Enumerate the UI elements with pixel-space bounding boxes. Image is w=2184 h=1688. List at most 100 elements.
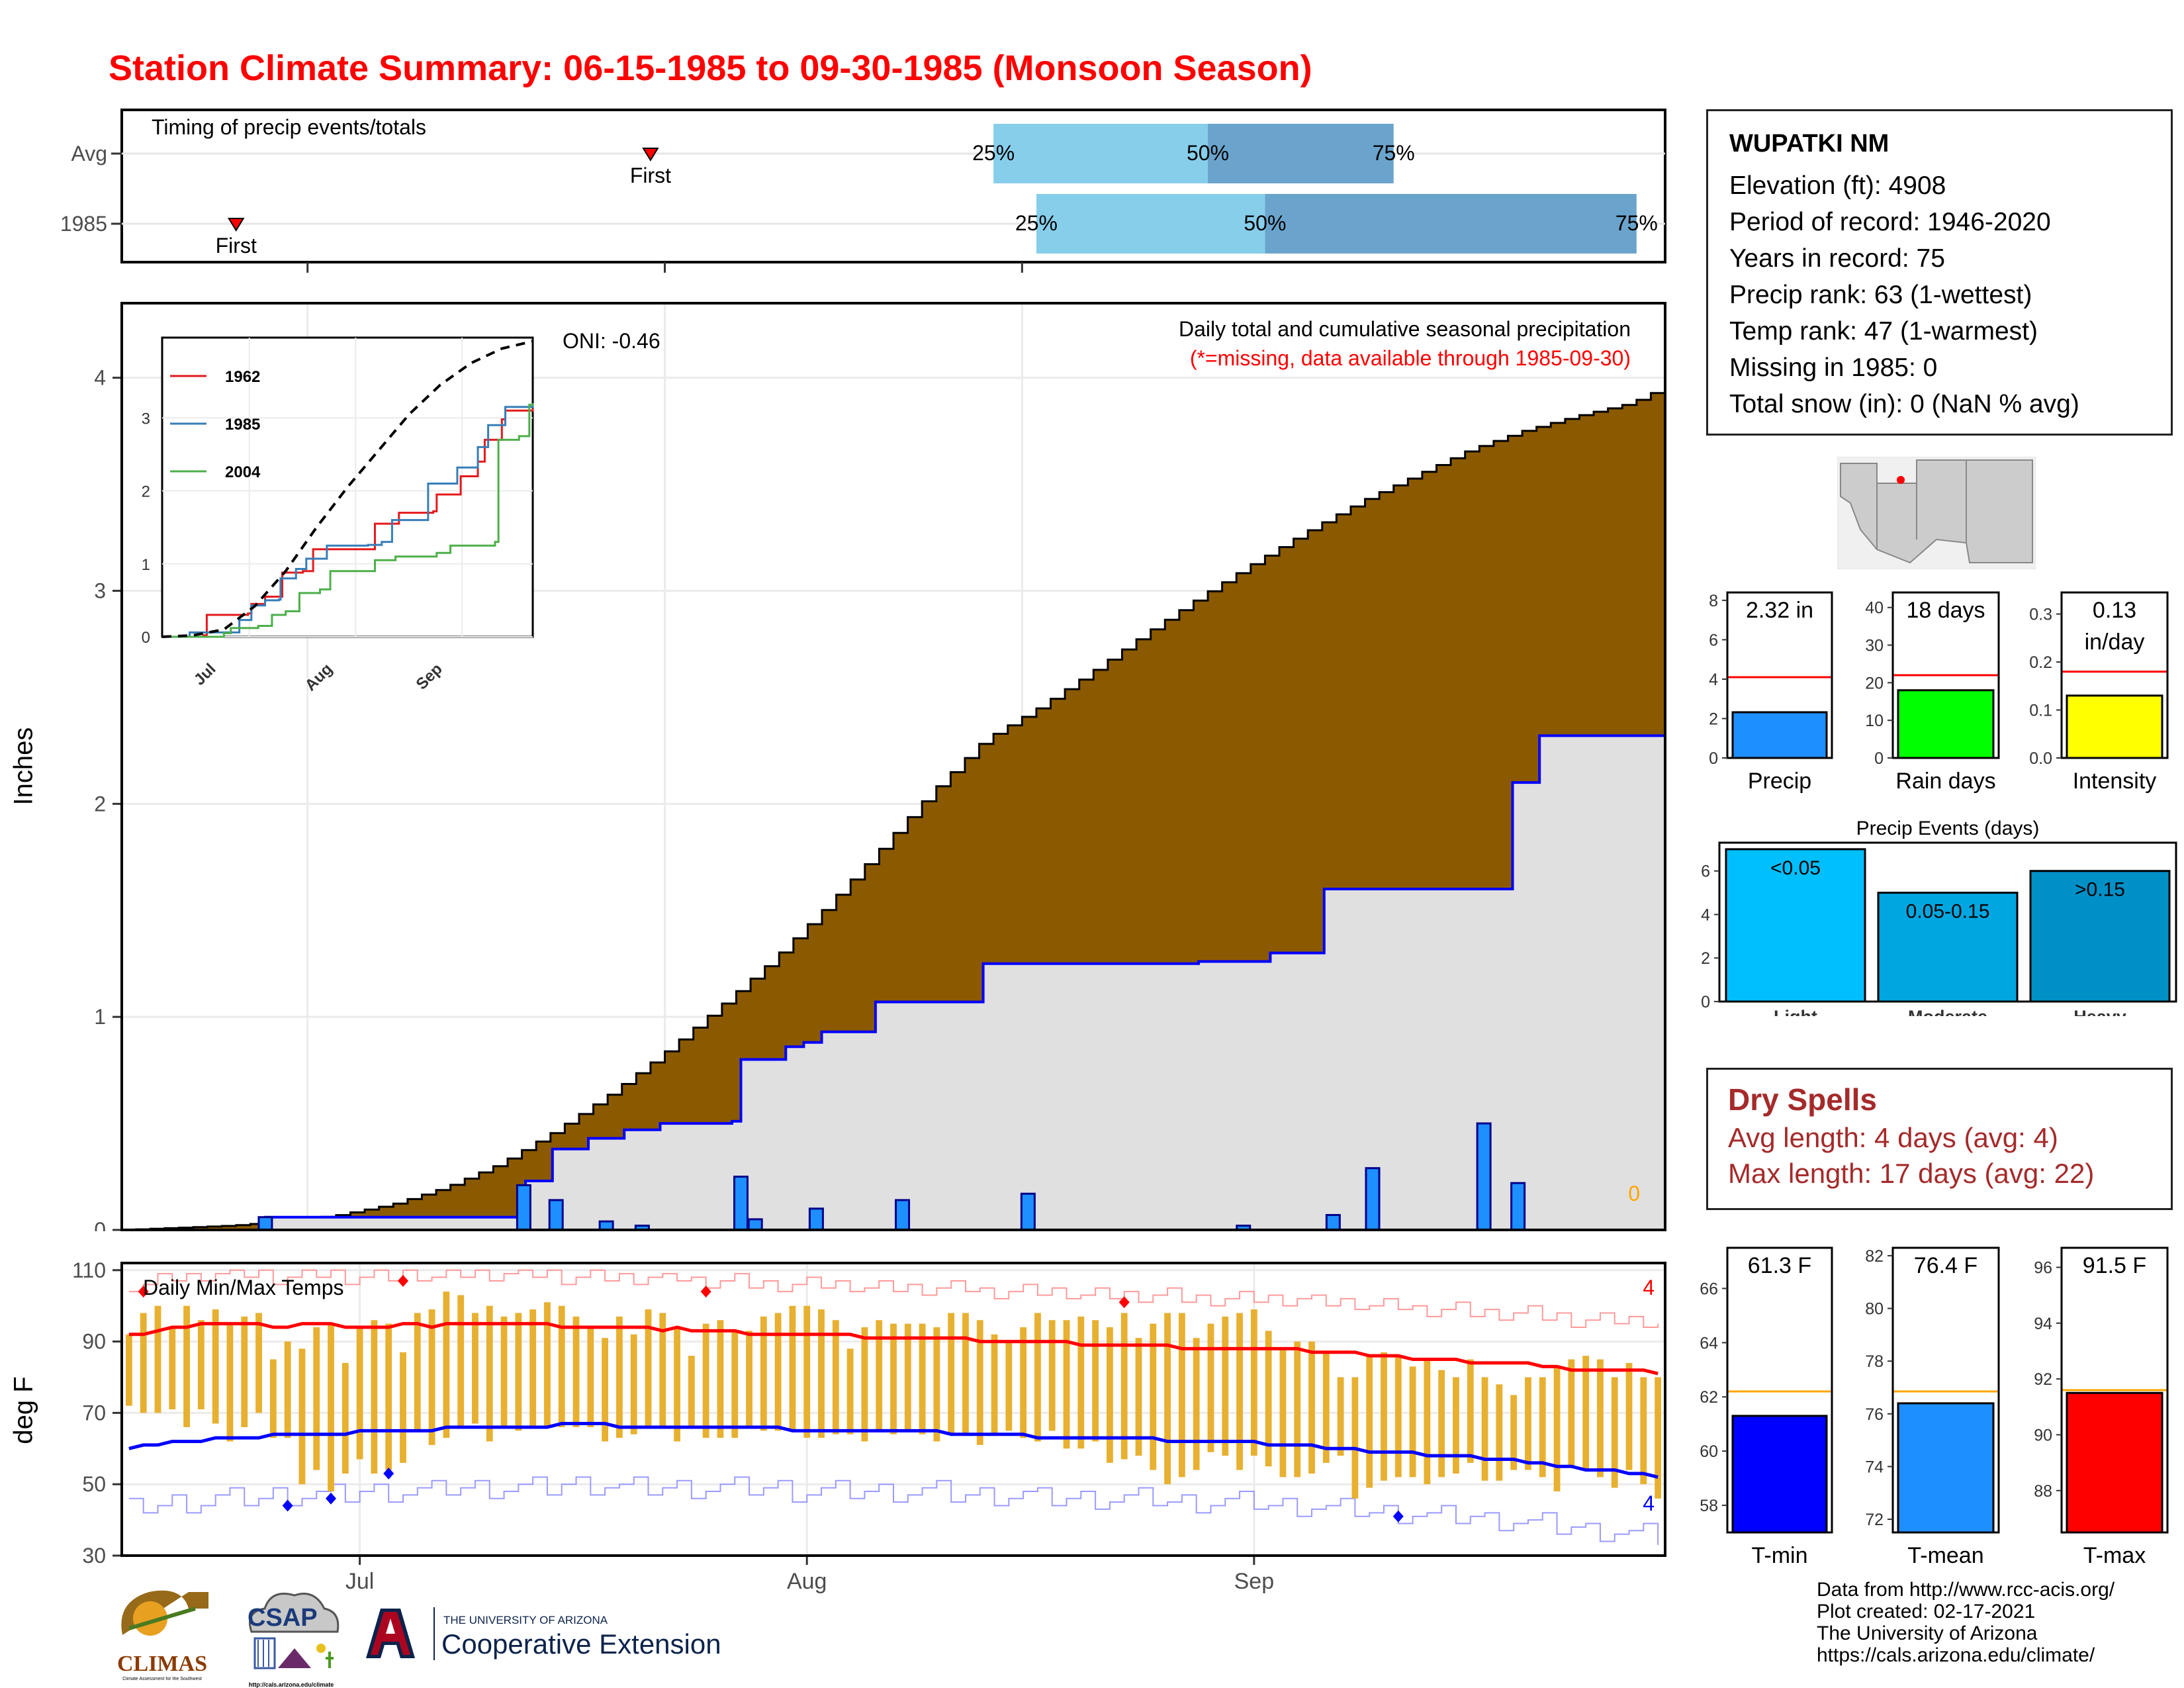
daily-temp-bar [1236, 1313, 1243, 1470]
daily-temp-bar [1539, 1377, 1546, 1477]
temp-x-tick-label: Sep [1234, 1569, 1275, 1594]
daily-temp-bar [1582, 1356, 1590, 1470]
timing-bar-25-50 [993, 124, 1208, 183]
small-chart-y-tick-label: 72 [1865, 1511, 1884, 1529]
small-chart-y-tick-label: 4 [1709, 671, 1718, 689]
small-chart-y-tick-label: 76 [1865, 1405, 1884, 1424]
precip-events-title: Precip Events (days) [1856, 818, 2040, 839]
small-chart-y-tick-label: 60 [1700, 1442, 1718, 1461]
daily-temp-bar [371, 1320, 378, 1474]
timing-first-label: First [216, 234, 257, 258]
daily-precip-bar [257, 1216, 273, 1231]
daily-temp-bar [1092, 1320, 1099, 1442]
small-chart-xlabel: T-min [1752, 1543, 1808, 1568]
daily-temp-bar [818, 1309, 825, 1438]
ua-cooperative-extension-logo: THE UNIVERSITY OF ARIZONA Cooperative Ex… [361, 1602, 745, 1668]
daily-temp-bar [1366, 1356, 1373, 1488]
small-chart-xlabel: T-mean [1907, 1543, 1983, 1568]
record-low-marker [383, 1468, 394, 1480]
daily-temp-bar [1453, 1377, 1459, 1474]
small-chart-y-tick-label: 0.3 [2029, 606, 2052, 624]
daily-precip-bar [516, 1184, 531, 1231]
daily-precip-bar [548, 1199, 564, 1231]
daily-temp-bar [255, 1313, 262, 1413]
daily-temp-bar [1063, 1320, 1070, 1449]
timing-panel: Timing of precip events/totals 25% 50% 75%… [60, 109, 1666, 273]
daily-temp-bar [1048, 1320, 1056, 1431]
small-chart-xlabel: T-max [2083, 1543, 2146, 1568]
inset-x-tick-label: Jul [191, 660, 220, 689]
daily-temp-bar [341, 1362, 349, 1474]
small-chart-value-label: 61.3 F [1748, 1253, 1811, 1278]
daily-temp-bar [616, 1316, 623, 1438]
daily-temp-bar [500, 1316, 508, 1427]
temp-y-tick-label: 110 [72, 1258, 106, 1282]
station-missing: Missing in 1985: 0 [1729, 353, 1938, 382]
record-low-marker [1392, 1510, 1404, 1523]
small-chart-frame [1726, 591, 1833, 759]
small-chart-y-tick-label: 88 [2034, 1482, 2052, 1501]
daily-temp-bar [746, 1331, 752, 1427]
daily-temp-bar [861, 1327, 868, 1442]
small-chart-frame [1891, 591, 2000, 759]
daily-temp-bar [428, 1309, 435, 1445]
state-outlines [1840, 459, 2033, 564]
small-chart-frame [2060, 1246, 2169, 1534]
precip-events-bar [2029, 870, 2171, 1003]
daily-temp-bar [1279, 1348, 1287, 1477]
daily-temp-bar [904, 1323, 911, 1431]
daily-temp-bar [472, 1313, 478, 1424]
record-high-marker [700, 1286, 711, 1298]
daily-temp-bar [443, 1291, 450, 1438]
climas-logo-subtitle: Climate Assessment for the Southwest [122, 1677, 202, 1681]
daily-temp-bar [1250, 1309, 1257, 1456]
dry-spells-max: Max length: 17 days (avg: 22) [1728, 1158, 2095, 1189]
timing-row-label: Avg [71, 142, 107, 165]
dry-spells-box: Dry Spells Avg length: 4 days (avg: 4) M… [1706, 1068, 2173, 1210]
daily-temp-bar [702, 1323, 709, 1438]
small-chart-y-tick-label: 80 [1865, 1300, 1884, 1319]
small-chart-y-tick-label: 0 [1874, 749, 1884, 768]
csap-logo-text: CSAP [248, 1604, 318, 1632]
daily-temp-bar [659, 1313, 666, 1427]
daily-temp-bar [1308, 1341, 1315, 1474]
footer-plot-created: Plot created: 02-17-2021 [1817, 1601, 2036, 1622]
record-high-line [128, 1269, 1659, 1329]
daily-temp-bar [1222, 1316, 1229, 1456]
record-low-count: 4 [1643, 1491, 1655, 1515]
timing-p75-label: 75% [1615, 211, 1658, 235]
page-title: Station Climate Summary: 06-15-1985 to 0… [109, 48, 1312, 88]
temp-frame [120, 1262, 1666, 1557]
small-chart-y-tick-label: 8 [1709, 592, 1718, 610]
precip-events-category-label: Moderate [1908, 1007, 1987, 1016]
daily-temp-bar [1034, 1313, 1041, 1442]
daily-temp-bar [226, 1323, 234, 1442]
precip-y-tick-label: 4 [94, 366, 106, 390]
record-low-line [128, 1476, 1659, 1545]
csap-logo: CSAP http://cals.arizona.edu/climate [232, 1585, 351, 1688]
daily-temp-bar [1611, 1377, 1618, 1488]
station-snow: Total snow (in): 0 (NaN % avg) [1729, 390, 2079, 418]
daily-temp-bar [1020, 1327, 1027, 1438]
temp-y-tick-label: 30 [82, 1544, 106, 1568]
temp-y-tick-label: 70 [82, 1401, 106, 1425]
record-high-count: 4 [1643, 1276, 1655, 1299]
inset-series-line [162, 403, 534, 638]
daily-temp-bar [154, 1305, 161, 1413]
daily-precip-bar [808, 1207, 824, 1231]
precip-events-y-tick-label: 6 [1701, 863, 1710, 881]
temp-y-tick-label: 90 [82, 1330, 106, 1354]
inset-legend-label: 1962 [225, 368, 260, 386]
daily-temp-bar [1207, 1323, 1214, 1452]
inset-legend-label: 2004 [225, 463, 261, 481]
small-chart-y-tick-label: 58 [1700, 1497, 1718, 1515]
timing-p25-label: 25% [1015, 211, 1058, 235]
daily-temp-bar [169, 1327, 176, 1409]
daily-temp-bar [414, 1313, 421, 1431]
inset-y-tick-label: 2 [142, 483, 150, 501]
dry-spells-avg: Avg length: 4 days (avg: 4) [1728, 1122, 2058, 1153]
small-chart-y-tick-label: 0 [1709, 749, 1718, 768]
daily-temp-bar [1322, 1352, 1330, 1463]
timing-p50-label: 50% [1244, 211, 1286, 235]
